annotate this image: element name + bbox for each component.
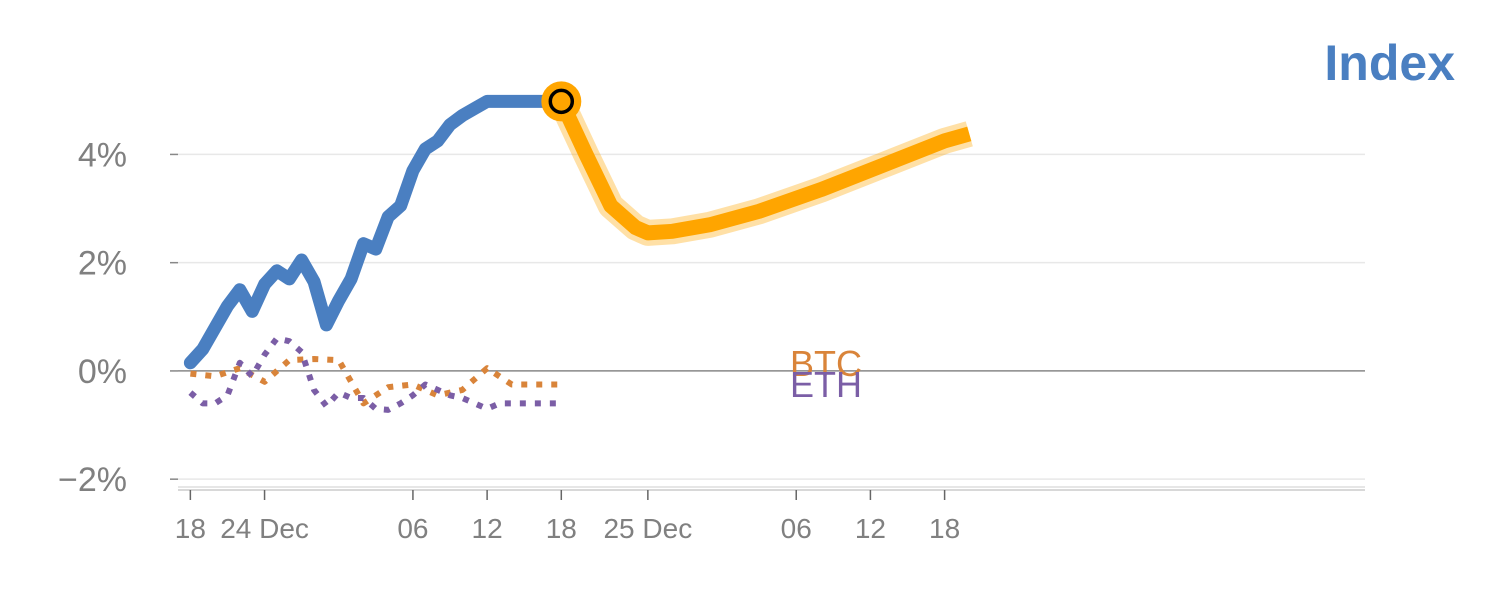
series-label-btc: BTC [790, 343, 862, 384]
x-tick-label: 06 [781, 513, 812, 544]
x-tick-label: 24 Dec [220, 513, 309, 544]
series-line-eth [188, 335, 562, 413]
chart-title: Index [1324, 35, 1455, 91]
series-line-index [183, 94, 568, 370]
y-tick-label: 0% [78, 353, 127, 391]
x-tick-label: 18 [175, 513, 206, 544]
y-tick-label: 2% [78, 245, 127, 283]
gridlines [178, 153, 1365, 480]
x-tick-label: 12 [472, 513, 503, 544]
x-tick-label: 18 [546, 513, 577, 544]
x-axis: 18 24 Dec 06 12 18 25 Dec 06 12 18 [175, 486, 1365, 544]
markers [541, 81, 582, 122]
series [183, 94, 973, 413]
x-tick-label: 06 [397, 513, 428, 544]
y-axis: −2% 0% 2% 4% [58, 136, 178, 499]
current-point-marker [548, 88, 575, 115]
y-tick-label: 4% [78, 136, 127, 174]
x-tick-label: 18 [929, 513, 960, 544]
x-tick-label: 25 Dec [603, 513, 692, 544]
x-tick-label: 12 [855, 513, 886, 544]
y-tick-label: −2% [58, 461, 127, 499]
series-line-btc [190, 356, 562, 407]
series-line-forecast [554, 98, 972, 241]
series-label-eth: ETH [790, 364, 862, 405]
